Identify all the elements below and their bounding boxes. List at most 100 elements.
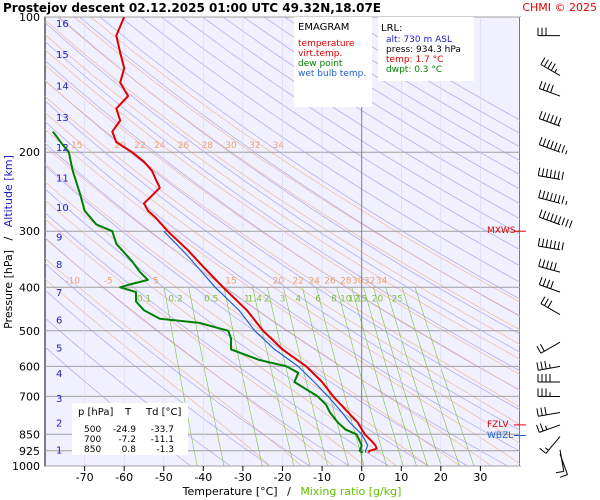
- wind-barb: [538, 276, 561, 293]
- dry-adiabat: [161, 17, 520, 251]
- wind-barb-feather: [561, 171, 564, 180]
- isotherm-label-400: -10: [65, 276, 80, 286]
- wind-barb-feather: [549, 192, 553, 201]
- wind-barb-feather: [553, 170, 556, 179]
- table-row-2-t: -7.2: [118, 435, 136, 445]
- table-row-1-p: 500: [84, 425, 101, 435]
- wind-barb-feather: [536, 362, 539, 371]
- isotherm-label-200: 26: [178, 141, 190, 151]
- wind-barb-feather: [542, 138, 547, 147]
- pressure-tick-label: 1000: [12, 460, 40, 473]
- wind-barb-feather: [550, 281, 554, 289]
- wind-barb-feather: [550, 63, 556, 71]
- wind-barb-feather: [561, 195, 565, 204]
- mixing-ratio-label: 6: [315, 294, 321, 304]
- dry-adiabat: [79, 17, 520, 317]
- wind-barb-feather: [546, 279, 551, 288]
- wind-barb: [536, 341, 561, 354]
- wind-barb: [538, 136, 568, 155]
- isotherm-label-200: 28: [202, 141, 214, 151]
- altitude-tick-label: 14: [56, 81, 69, 92]
- wind-barb-feather: [543, 59, 549, 67]
- wind-barb: [538, 209, 573, 229]
- wind-barb-feather: [545, 239, 549, 248]
- moist-adiabat: [45, 80, 520, 408]
- wind-barb-feather: [538, 209, 543, 218]
- lrl-temp: temp: 1.7 °C: [386, 55, 443, 65]
- isotherm-label-200: 22: [134, 141, 145, 151]
- pressure-tick-label: 300: [19, 225, 40, 238]
- wind-barb-feather: [539, 423, 544, 432]
- table-row-2-p: 700: [84, 435, 101, 445]
- wind-barb-feather: [539, 344, 545, 352]
- isotherm-label-200: 32: [249, 141, 260, 151]
- pressure-tick-label: 400: [19, 281, 40, 294]
- altitude-tick-label: 7: [56, 288, 62, 299]
- dry-adiabat: [120, 17, 520, 283]
- wind-barb: [540, 57, 561, 76]
- altitude-tick-label: 4: [56, 369, 62, 380]
- altitude-tick-label: 2: [56, 418, 62, 429]
- lrl-dwpt: dwpt: 0.3 °C: [386, 65, 442, 75]
- mixing-ratio-label: 10: [340, 294, 352, 304]
- wind-barb-feather: [561, 217, 566, 226]
- wind-barb-feather: [553, 214, 558, 223]
- wbzl-label: WBZL: [487, 431, 513, 441]
- wind-barb-feather: [549, 169, 552, 178]
- wind-barb: [538, 80, 561, 97]
- wind-barb-feather: [546, 260, 549, 269]
- dry-adiabat: [45, 22, 520, 353]
- moist-adiabat: [45, 64, 520, 391]
- altitude-tick-label: 10: [56, 203, 69, 214]
- altitude-tick-label: 13: [56, 113, 69, 124]
- isotherm-label-400: 30: [352, 276, 364, 286]
- table-header-t: T: [124, 407, 132, 418]
- mixing-ratio-label: 0.2: [168, 294, 182, 304]
- isotherm-label-200: 30: [225, 141, 237, 151]
- wind-barb-feather: [540, 407, 543, 416]
- dry-adiabat: [45, 79, 520, 411]
- wind-barb-feather: [536, 346, 542, 354]
- legend-item-virt-temp: virt.temp.: [298, 49, 342, 59]
- wind-barb-feather: [553, 142, 558, 151]
- pressure-tick-label: 500: [19, 325, 40, 338]
- table-row-3-p: 850: [84, 445, 101, 455]
- altitude-tick-label: 3: [56, 394, 62, 405]
- temperature-tick-label: -50: [155, 471, 173, 484]
- temperature-tick-label: 20: [434, 471, 448, 484]
- mixing-ratio-label: 12: [348, 294, 359, 304]
- temperature-tick-label: -40: [194, 471, 212, 484]
- wind-barb-feather: [549, 240, 552, 249]
- table-row-3-t: 0.8: [122, 445, 137, 455]
- temperature-tick-label: -10: [313, 471, 331, 484]
- wind-barb-half-feather: [565, 200, 568, 206]
- wind-barb: [537, 167, 564, 180]
- wind-barb-staff: [538, 245, 561, 251]
- x-axis-title-separator: /: [287, 485, 291, 498]
- pressure-tick-label: 850: [19, 428, 40, 441]
- wind-barb-feather: [542, 210, 547, 219]
- series-line-dew-point: [52, 131, 364, 454]
- wind-barb: [538, 110, 562, 127]
- moist-adiabat: [57, 17, 520, 331]
- table-header-p: p [hPa]: [78, 407, 113, 418]
- y-axis-title-separator: /: [2, 236, 15, 240]
- wind-barb-feather: [538, 110, 543, 119]
- isotherm-label-400: 15: [225, 276, 236, 286]
- wind-barb-feather: [553, 193, 557, 202]
- altitude-tick-label: 16: [56, 19, 69, 30]
- wind-barb-feather: [538, 80, 543, 89]
- isotherm-label-400: 26: [324, 276, 336, 286]
- wind-barb-feather: [550, 84, 554, 93]
- wind-barb: [537, 238, 564, 251]
- mixing-ratio-label: 0.1: [137, 294, 151, 304]
- wind-barb-staff: [545, 436, 561, 454]
- dry-adiabat: [58, 17, 520, 335]
- wind-barb-feather: [561, 145, 566, 153]
- moist-adiabat: [74, 17, 520, 317]
- dry-adiabat: [202, 17, 520, 220]
- wind-barb-feather: [539, 447, 547, 454]
- wind-barb-feather: [547, 300, 553, 308]
- lrl-title: LRL:: [381, 23, 402, 34]
- moist-adiabat: [45, 34, 520, 360]
